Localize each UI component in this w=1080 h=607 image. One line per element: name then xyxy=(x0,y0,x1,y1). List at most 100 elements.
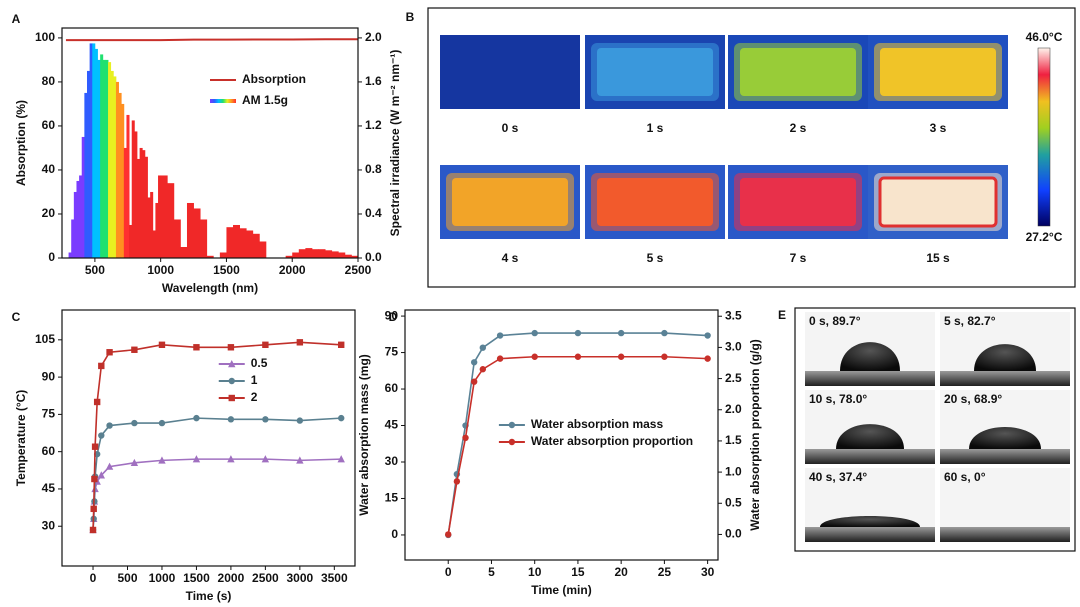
spectrum-bar xyxy=(147,197,151,258)
panel-label: D xyxy=(389,310,398,324)
spectrum-bar xyxy=(160,175,168,258)
spectrum-bar xyxy=(311,249,319,258)
spectrum-bar xyxy=(108,62,112,258)
marker xyxy=(531,329,538,337)
spectrum-bar xyxy=(73,191,77,258)
plot-frame xyxy=(404,309,719,561)
y2-tick-label: 2.0 xyxy=(365,30,382,44)
y2-tick-label: 2.0 xyxy=(725,402,742,416)
y-tick-label: 40 xyxy=(42,162,56,176)
spectrum-bar xyxy=(331,251,339,258)
spectrum-bar xyxy=(152,230,156,258)
spectrum-bar xyxy=(186,202,194,258)
x-tick-label: 1000 xyxy=(149,571,176,585)
angle-label: 60 s, 0° xyxy=(944,470,986,484)
spectrum-bar xyxy=(68,252,72,258)
spectrum-bar xyxy=(89,43,93,258)
legend-label: 1 xyxy=(251,373,258,387)
thermal-image xyxy=(440,35,580,109)
spectrum-bar xyxy=(226,227,234,258)
x-tick-label: 0 xyxy=(445,565,452,579)
marker xyxy=(227,344,235,351)
spectrum-bar xyxy=(338,252,346,258)
spectrum-bar xyxy=(118,92,122,259)
thermal-sample xyxy=(452,178,568,226)
marker xyxy=(227,416,235,423)
x-axis-label: Time (min) xyxy=(531,583,591,597)
spectrum-bar xyxy=(285,255,293,258)
marker xyxy=(296,339,304,346)
series-line xyxy=(65,38,358,42)
spectrum-bar xyxy=(292,252,300,258)
droplet xyxy=(840,342,900,371)
spectrum-bar xyxy=(325,250,333,258)
marker xyxy=(508,421,516,429)
spectrum-bar xyxy=(150,191,154,258)
spectrum-bar xyxy=(115,81,119,258)
time-label: 15 s xyxy=(926,251,950,265)
angle-label: 5 s, 82.7° xyxy=(944,314,996,328)
marker xyxy=(105,462,114,470)
marker xyxy=(479,344,487,351)
spectrum-bar xyxy=(121,103,125,258)
y-tick-label: 100 xyxy=(35,30,55,44)
y-tick-label: 60 xyxy=(385,381,399,395)
y2-tick-label: 2.5 xyxy=(725,371,742,385)
legend-label: 0.5 xyxy=(251,356,268,370)
panel-e-box xyxy=(794,307,1076,552)
droplet xyxy=(820,516,920,527)
x-tick-label: 2000 xyxy=(218,571,245,585)
spectrum-bar xyxy=(136,158,141,258)
spectrum-bar xyxy=(86,70,91,258)
marker xyxy=(106,349,113,356)
x-tick-label: 1500 xyxy=(213,263,240,277)
spectrum-bar xyxy=(94,48,98,259)
marker xyxy=(97,471,105,479)
y-tick-label: 60 xyxy=(42,444,56,458)
thermal-sample xyxy=(740,48,856,96)
y-tick-label: 90 xyxy=(385,308,399,322)
x-tick-label: 2500 xyxy=(252,571,279,585)
plot-frame xyxy=(61,309,356,567)
spectrum-bar xyxy=(239,228,247,258)
marker xyxy=(227,455,235,463)
marker xyxy=(131,419,138,427)
panel-label: C xyxy=(12,310,21,324)
spectrum-bar xyxy=(105,59,109,258)
time-label: 1 s xyxy=(647,121,664,135)
marker xyxy=(704,332,711,339)
substrate xyxy=(940,527,1070,542)
thermal-sample xyxy=(878,176,998,228)
marker xyxy=(90,505,97,513)
thermal-sample xyxy=(740,178,856,226)
spectrum-bar xyxy=(134,131,138,258)
marker xyxy=(296,456,304,464)
spectrum-bar xyxy=(100,54,104,258)
x-tick-label: 1000 xyxy=(147,263,174,277)
marker xyxy=(338,414,345,422)
x-tick-label: 15 xyxy=(571,565,585,579)
marker xyxy=(704,355,711,362)
y-tick-label: 60 xyxy=(42,118,56,132)
spectrum-bar xyxy=(139,147,143,258)
x-tick-label: 5 xyxy=(488,565,495,579)
spectrum-bar xyxy=(129,224,133,258)
y-tick-label: 30 xyxy=(42,518,56,532)
x-tick-label: 30 xyxy=(701,565,715,579)
spectrum-bar xyxy=(84,92,88,259)
marker xyxy=(158,419,166,427)
marker xyxy=(531,353,538,360)
angle-label: 20 s, 68.9° xyxy=(944,392,1002,406)
y2-tick-label: 0.4 xyxy=(365,206,382,220)
legend-label: Absorption xyxy=(242,72,306,86)
marker xyxy=(228,360,236,368)
x-tick-label: 10 xyxy=(528,565,542,579)
legend-swatch xyxy=(210,99,236,103)
spectrum-bar xyxy=(79,175,83,258)
y2-tick-label: 1.5 xyxy=(725,433,742,447)
y2-tick-label: 0.0 xyxy=(365,250,382,264)
spectrum-bar xyxy=(92,43,96,258)
spectrum-bar xyxy=(206,255,214,258)
thermal-sample xyxy=(597,178,713,226)
